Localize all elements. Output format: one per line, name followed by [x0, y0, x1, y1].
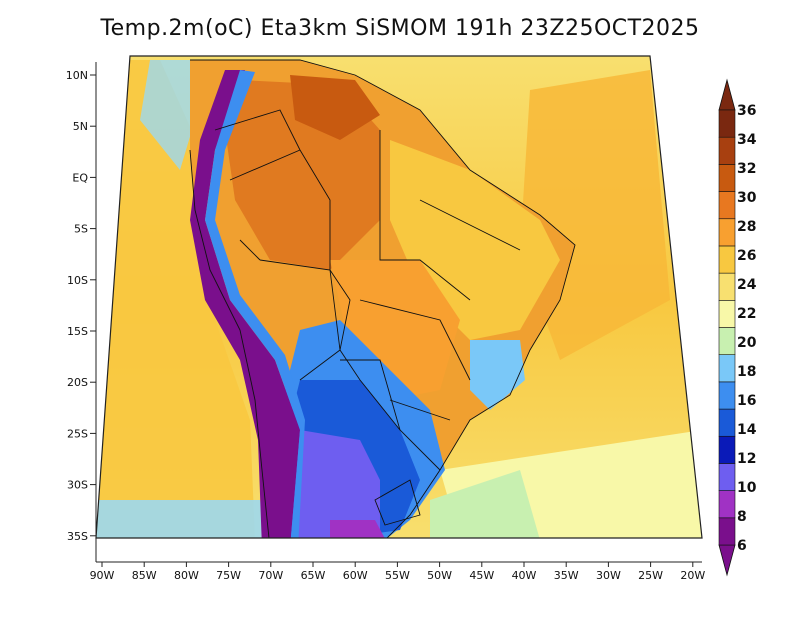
lat-tick-label: 20S [67, 376, 88, 389]
pacific-cool-zone [96, 60, 255, 538]
colorbar-swatch [718, 381, 736, 410]
colorbar-label: 34 [737, 132, 757, 148]
lon-tick-label: 55W [385, 569, 410, 582]
andes-edge [205, 70, 305, 538]
north-hot [290, 75, 380, 140]
colorbar-label: 26 [737, 248, 756, 264]
colorbar-swatch [718, 272, 736, 301]
colorbar-label: 36 [737, 103, 756, 119]
colorbar-swatch [718, 136, 736, 165]
lat-tick-label: 10N [66, 69, 88, 82]
map-field [96, 56, 702, 538]
colorbar-label: 20 [737, 335, 757, 351]
lon-tick-label: 70W [258, 569, 283, 582]
lat-tick-label: 5S [74, 223, 88, 236]
colorbar-label: 14 [737, 422, 757, 438]
lon-tick-label: 90W [90, 569, 115, 582]
map-title: Temp.2m(oC) Eta3km SiSMOM 191h 23Z25OCT2… [100, 16, 700, 41]
lon-tick-label: 65W [301, 569, 326, 582]
colorbar: 6 8 10 12 14 16 18 20 22 24 26 28 30 32 34 36 [718, 78, 757, 577]
coastline-west [189, 149, 271, 538]
pacific-coast-cool [140, 60, 205, 170]
lon-tick-label: 35W [554, 569, 579, 582]
triangle-down-icon [718, 544, 736, 577]
lon-tick-label: 60W [343, 569, 368, 582]
map-boundaries [189, 59, 576, 538]
lon-tick-label: 50W [427, 569, 452, 582]
map-frame [95, 55, 703, 539]
colorbar-label: 12 [737, 451, 756, 467]
colorbar-swatch [718, 517, 736, 546]
atlantic-south-cool [430, 470, 540, 538]
colorbar-label: 16 [737, 393, 756, 409]
colorbar-label: 10 [737, 480, 757, 496]
longitude-axis: 90W 85W 80W 75W 70W 65W 60W 55W 50W 45W 40W 35W 30W 2… [90, 562, 705, 582]
colorbar-label: 24 [737, 277, 757, 293]
lat-tick-label: 35S [67, 530, 88, 543]
lon-tick-label: 80W [174, 569, 199, 582]
south-cool-deep [285, 430, 380, 538]
colorbar-swatch [718, 164, 736, 192]
border-brazil-west [299, 149, 441, 471]
lat-tick-label: 10S [67, 274, 88, 287]
border-bolivia-paraguay [259, 259, 401, 431]
colorbar-swatch [718, 354, 736, 383]
border-peru-colombia [214, 109, 301, 261]
colorbar-label: 18 [737, 364, 756, 380]
colorbar-swatch [718, 109, 736, 138]
lon-tick-label: 30W [596, 569, 621, 582]
colorbar-label: 22 [737, 306, 756, 322]
colorbar-swatch [718, 218, 736, 247]
lat-tick-label: EQ [72, 171, 88, 184]
andes-stripe [190, 70, 300, 538]
lon-tick-label: 75W [216, 569, 241, 582]
lon-tick-label: 40W [512, 569, 537, 582]
colorbar-swatch [718, 300, 736, 328]
colorbar-label: 6 [737, 538, 747, 554]
colorbar-label: 8 [737, 509, 747, 525]
colorbar-label: 28 [737, 219, 756, 235]
colorbar-label: 30 [737, 190, 757, 206]
colorbar-swatch [718, 408, 736, 437]
coastline [190, 59, 576, 538]
pampas-purple [330, 520, 390, 538]
colorbar-swatch [718, 490, 736, 519]
colorbar-swatch [718, 327, 736, 355]
lon-tick-label: 20W [680, 569, 705, 582]
southeast-cool [470, 340, 525, 410]
pacific-south-cool [96, 500, 270, 538]
lon-tick-label: 45W [469, 569, 494, 582]
colorbar-swatch [718, 245, 736, 274]
triangle-up-icon [718, 78, 736, 111]
border-brazil-states [359, 130, 521, 421]
lon-tick-label: 85W [132, 569, 157, 582]
colorbar-swatch [718, 191, 736, 220]
colorbar-swatch [718, 435, 736, 464]
lat-tick-label: 5N [73, 120, 88, 133]
lon-tick-label: 25W [638, 569, 663, 582]
lat-tick-label: 15S [67, 325, 88, 338]
colorbar-swatch [718, 463, 736, 491]
border-uruguay [374, 479, 421, 526]
latitude-axis: 10N 5N EQ 5S 10S 15S 20S 25S 30S 35S [66, 69, 96, 543]
colorbar-label: 32 [737, 161, 756, 177]
lat-tick-label: 25S [67, 427, 88, 440]
lat-tick-label: 30S [67, 479, 88, 492]
